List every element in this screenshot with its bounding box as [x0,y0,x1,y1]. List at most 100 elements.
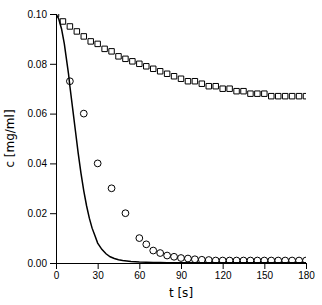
circle-marker [178,255,185,262]
circle-marker [185,255,192,262]
square-marker [164,71,169,76]
square-marker [116,54,121,59]
circle-marker [226,257,233,263]
circle-marker [233,257,240,263]
y-tick-label: 0.10 [28,9,48,20]
circle-marker [303,257,306,263]
square-marker [67,24,72,29]
square-marker [130,59,135,64]
square-marker [199,81,204,86]
x-tick-mark [306,263,307,269]
x-tick-mark [223,263,224,269]
square-marker [109,49,114,54]
y-tick-mark [50,14,56,15]
circle-marker [261,257,268,263]
circle-marker [108,185,115,192]
square-marker [275,93,280,98]
circle-marker [94,160,101,167]
plot-area: 0 30 60 90 120 150 180 0.00 0.02 0.04 0.06 0.08 0.10 [28,9,316,281]
x-tick-mark [181,263,182,269]
x-tick-label: 150 [256,270,273,281]
circle-marker [192,256,199,263]
x-tick-mark [264,263,265,269]
circle-marker [282,257,289,263]
square-marker [74,29,79,34]
x-axis-title: t [s] [169,286,193,300]
circle-marker [122,210,129,217]
square-marker [95,41,100,46]
y-tick-mark [50,263,56,264]
y-tick-label: 0.00 [28,258,48,269]
circle-marker [275,257,282,263]
circle-marker [80,110,87,117]
circle-marker [289,257,296,263]
y-tick: 0.08 [28,59,56,70]
square-marker [171,74,176,79]
y-tick-mark [50,64,56,65]
circle-marker [296,257,303,263]
x-tick-mark [139,263,140,269]
circle-marker [219,257,226,263]
square-marker [123,56,128,61]
circle-marker [247,257,254,263]
square-marker [282,93,287,98]
square-marker [234,88,239,93]
y-tick: 0.00 [28,258,56,269]
circle-marker [164,252,171,259]
y-tick: 0.10 [28,9,56,20]
y-axis-title: c [mg/ml] [3,109,17,167]
square-marker [81,34,86,39]
square-marker [178,76,183,81]
x-tick-label: 60 [134,270,146,281]
circle-marker [254,257,261,263]
square-marker [220,86,225,91]
square-marker [269,93,274,98]
x-tick: 30 [93,263,105,281]
square-marker [157,69,162,74]
x-tick-label: 0 [54,270,60,281]
circle-marker [143,241,150,248]
x-tick-label: 120 [215,270,232,281]
y-tick-mark [50,114,56,115]
circle-marker [240,257,247,263]
line [56,14,306,263]
x-axis: 0 30 60 90 120 150 180 [54,263,316,281]
y-tick: 0.06 [28,108,56,119]
x-tick: 120 [215,263,232,281]
y-tick-label: 0.02 [28,208,48,219]
y-tick-label: 0.06 [28,108,48,119]
x-tick-label: 90 [176,270,188,281]
x-tick: 150 [256,263,273,281]
circle-marker [205,257,212,263]
circle-marker [67,78,74,85]
square-marker [56,14,59,17]
square-marker [137,61,142,66]
square-marker [227,86,232,91]
x-tick-mark [98,263,99,269]
x-tick-label: 180 [298,270,315,281]
x-tick: 180 [298,263,315,281]
circle-marker [150,247,157,254]
square-marker [88,39,93,44]
x-tick: 60 [134,263,146,281]
y-tick: 0.04 [28,158,56,169]
y-axis: 0.00 0.02 0.04 0.06 0.08 0.10 [28,9,57,269]
square-marker [241,88,246,93]
chart: 0 30 60 90 120 150 180 0.00 0.02 0.04 0.06 0.08 0.10… [0,0,322,305]
circle-marker [268,257,275,263]
square-marker [262,91,267,96]
x-tick-label: 30 [93,270,105,281]
y-tick: 0.02 [28,208,56,219]
x-axis-line [57,264,307,270]
y-tick-mark [50,163,56,164]
square-marker [289,93,294,98]
square-marker [192,78,197,83]
square-marker [144,64,149,69]
square-marker [213,83,218,88]
y-tick-mark [50,213,56,214]
square-marker [255,91,260,96]
square-marker [248,91,253,96]
y-axis-line [50,15,57,264]
y-tick-label: 0.04 [28,158,48,169]
square-marker [185,78,190,83]
